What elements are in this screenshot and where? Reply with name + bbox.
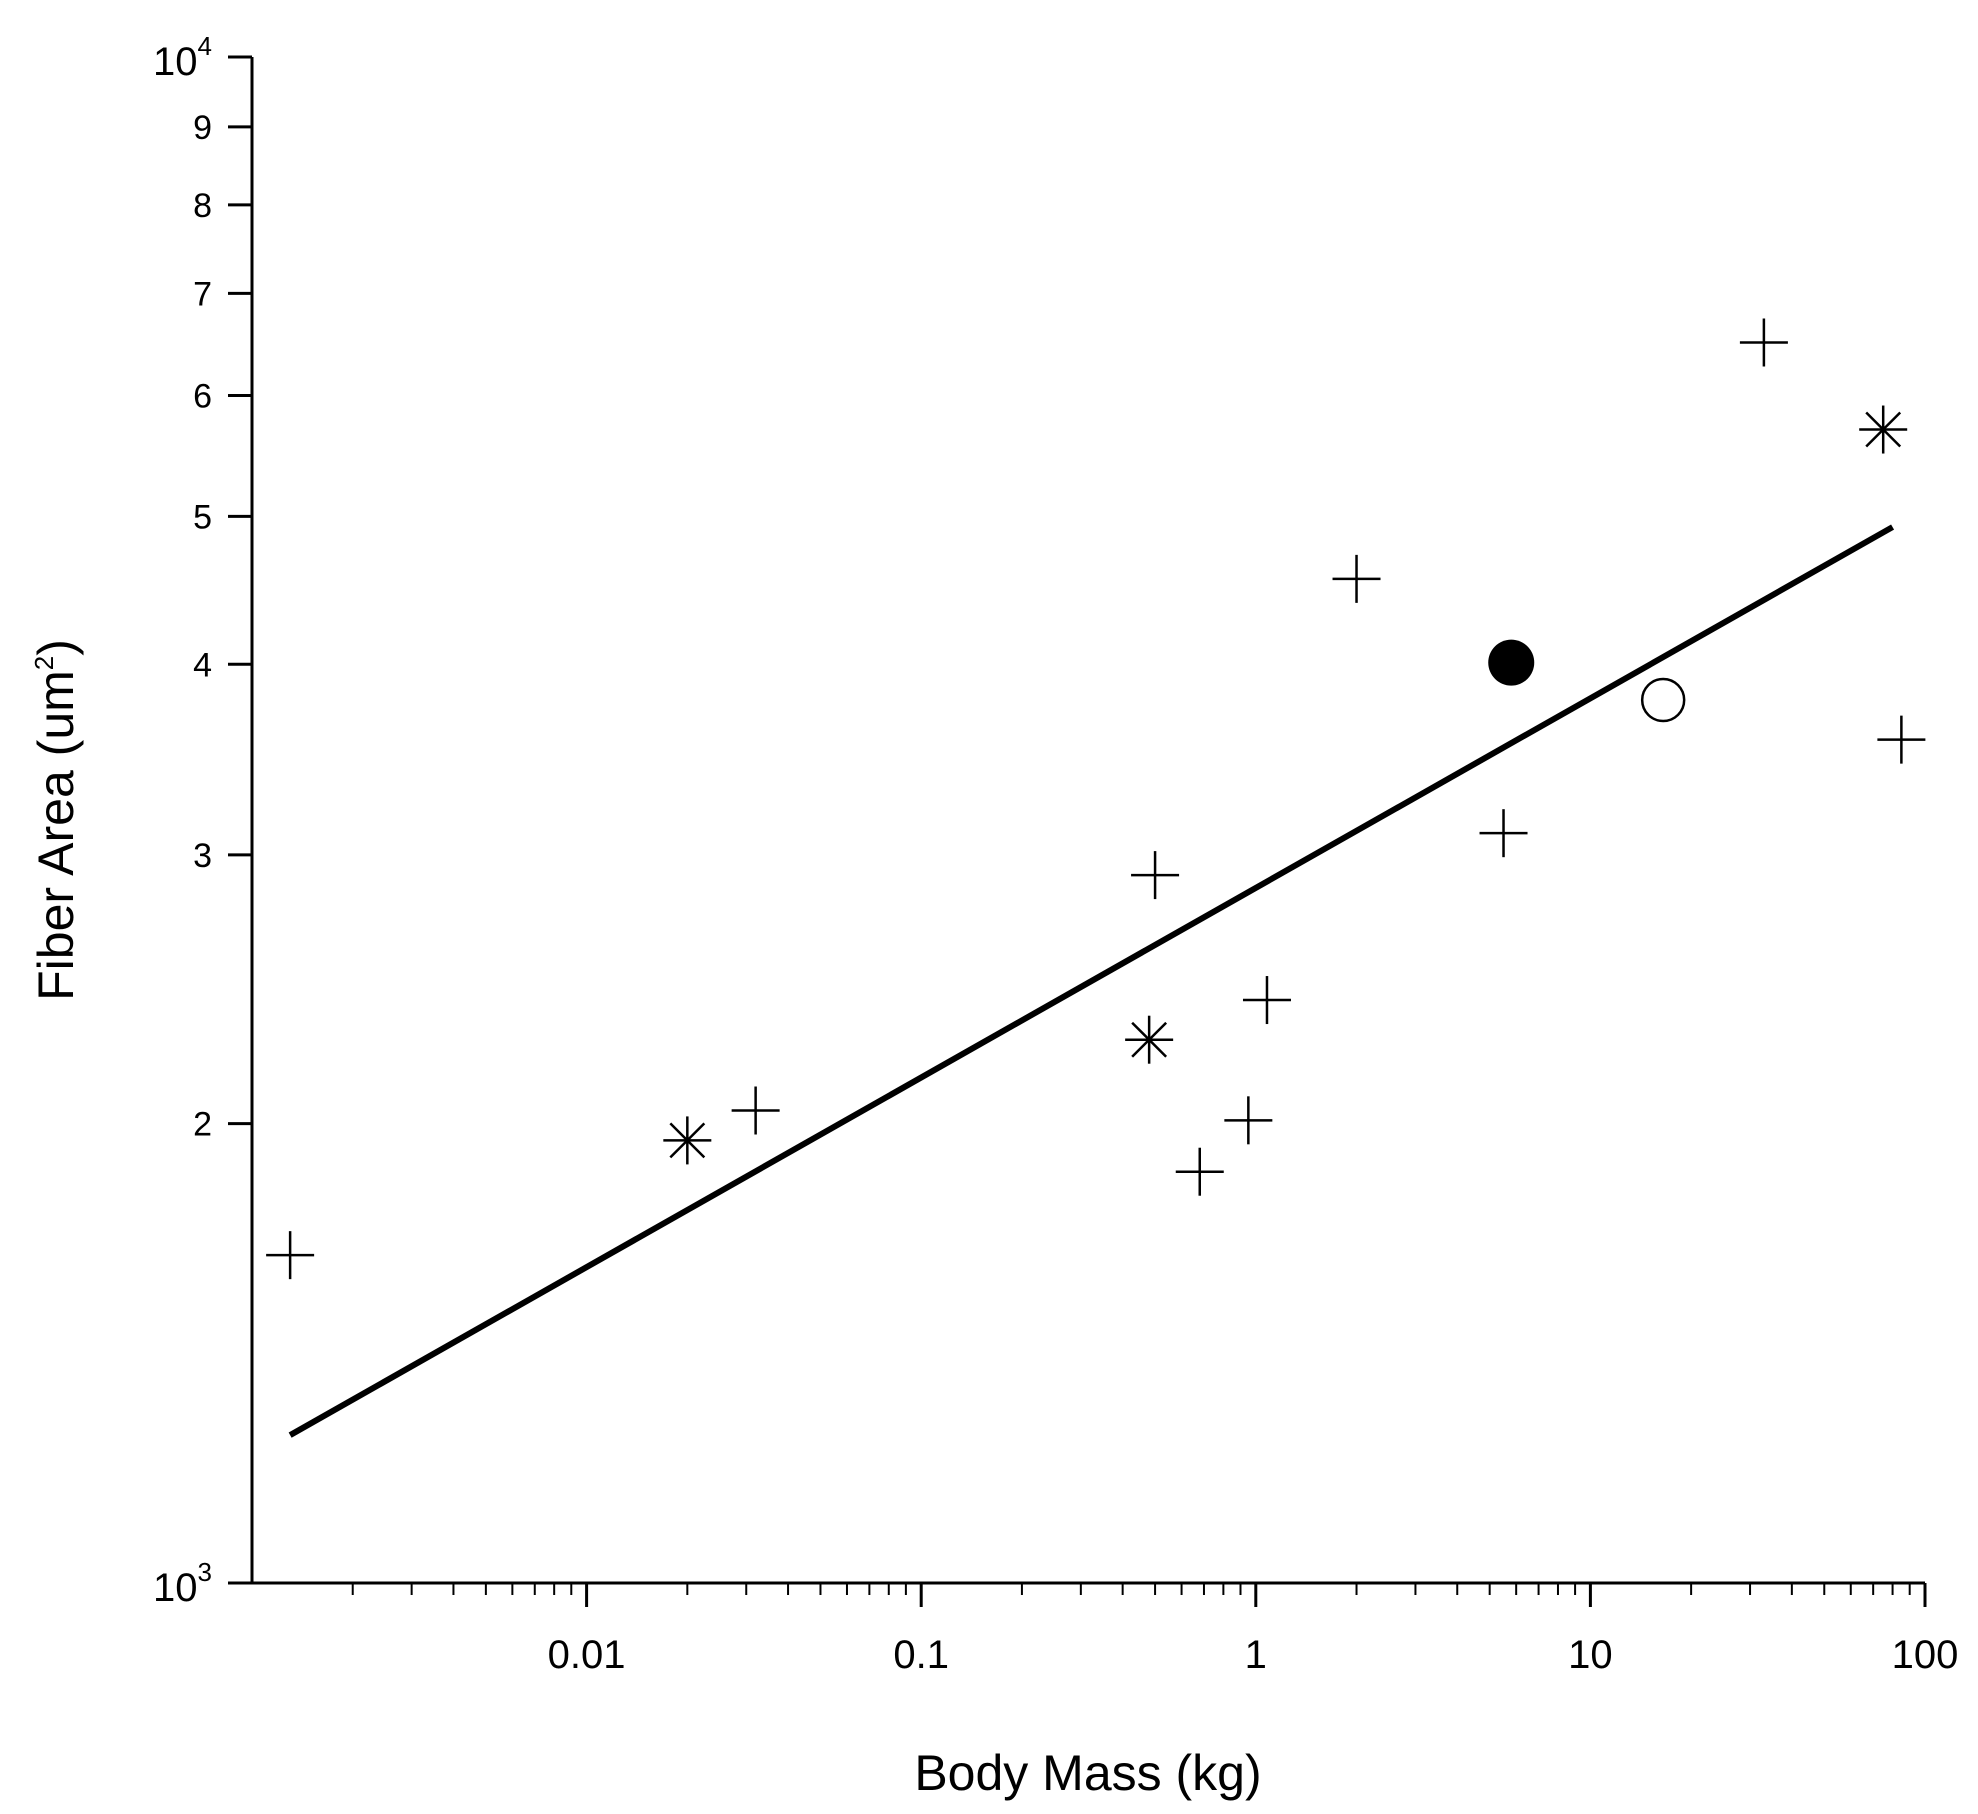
y-axis-title-close: ) xyxy=(28,639,84,656)
y-tick-label: 9 xyxy=(193,109,212,147)
asterisk-marker xyxy=(663,1116,712,1165)
x-tick-labels: 0.01 0.1 1 10 100 xyxy=(548,1633,1959,1677)
data-markers xyxy=(266,318,1926,1280)
y-tick-label: 8 xyxy=(193,187,212,225)
y-tick-label: 6 xyxy=(193,378,212,416)
y-tick-label: 4 xyxy=(193,646,212,684)
y-ticks xyxy=(228,55,252,1585)
x-tick-label: 0.01 xyxy=(548,1633,626,1677)
asterisk-marker xyxy=(1125,1015,1174,1064)
plus-marker xyxy=(1877,715,1926,764)
y-tick-label: 3 xyxy=(193,837,212,875)
asterisk-marker xyxy=(1859,405,1908,454)
y-tick-label: 2 xyxy=(193,1106,212,1144)
plus-marker xyxy=(1131,851,1180,900)
y-tick-label-base: 10 xyxy=(153,40,198,84)
y-tick-label-base: 10 xyxy=(153,1566,198,1610)
plus-marker xyxy=(1739,318,1788,367)
y-tick-label: 104 xyxy=(153,31,212,84)
y-axis-title-superscript: 2 xyxy=(29,656,59,670)
plus-marker xyxy=(1224,1096,1273,1145)
plus-marker xyxy=(266,1231,315,1280)
x-tick-label: 100 xyxy=(1892,1633,1959,1677)
y-axis-title-main: Fiber Area (um xyxy=(28,670,84,1001)
x-minor-ticks xyxy=(351,1583,1911,1595)
filled-circle-marker xyxy=(1488,639,1535,686)
x-tick-label: 1 xyxy=(1245,1633,1267,1677)
y-tick-label-exponent: 3 xyxy=(198,1557,212,1587)
x-axis-title: Body Mass (kg) xyxy=(914,1745,1261,1801)
y-axis-title: Fiber Area (um2) xyxy=(28,639,84,1001)
open-circle-marker xyxy=(1640,677,1686,723)
plus-marker xyxy=(731,1086,780,1135)
x-tick-label: 10 xyxy=(1568,1633,1613,1677)
y-tick-label-exponent: 4 xyxy=(198,31,212,61)
plus-marker xyxy=(1175,1147,1224,1196)
axes xyxy=(250,57,1925,1585)
asterisk-stroke xyxy=(1865,411,1902,448)
y-tick-label: 7 xyxy=(193,275,212,313)
plus-marker xyxy=(1242,976,1291,1025)
fit-line-group xyxy=(288,524,1895,1438)
y-tick-label: 103 xyxy=(153,1557,212,1610)
y-tick-label: 5 xyxy=(193,498,212,536)
x-tick-label: 0.1 xyxy=(893,1633,949,1677)
x-major-ticks xyxy=(585,1583,1927,1607)
asterisk-stroke xyxy=(1131,1021,1168,1058)
plus-marker xyxy=(1479,809,1528,858)
plus-marker xyxy=(1332,554,1381,603)
fit-line xyxy=(288,524,1895,1438)
asterisk-stroke xyxy=(669,1122,706,1159)
